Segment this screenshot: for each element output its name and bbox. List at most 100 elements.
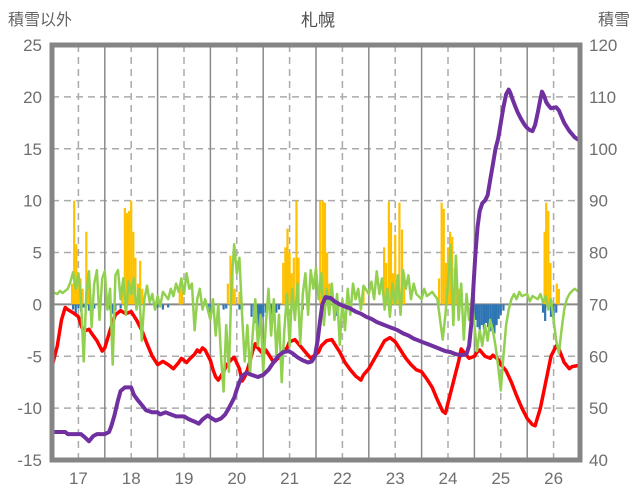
right-axis-tick: 90 <box>589 192 608 211</box>
blue-bar <box>259 304 263 320</box>
orange-bar <box>549 262 552 305</box>
blue-bar <box>257 304 261 329</box>
blue-bar <box>480 304 483 326</box>
orange-bar <box>123 207 126 305</box>
orange-bar <box>440 202 443 305</box>
x-axis-tick: 18 <box>122 469 141 488</box>
right-axis-title: 積雪 <box>597 12 630 29</box>
right-axis-tick: 70 <box>589 295 608 314</box>
orange-bar <box>85 231 88 305</box>
chart-title: 札幌 <box>301 11 335 30</box>
blue-bar <box>275 304 278 313</box>
blue-bar <box>549 304 553 317</box>
orange-bar <box>543 231 546 305</box>
right-axis-tick: 110 <box>589 88 616 107</box>
blue-bar <box>167 304 170 308</box>
blue-bar <box>72 304 75 310</box>
orange-bar <box>73 200 76 305</box>
left-axis-tick: 25 <box>23 36 42 55</box>
green-line <box>52 242 579 393</box>
orange-bar <box>288 252 291 305</box>
left-axis-tick: 10 <box>23 192 42 211</box>
blue-bar <box>497 304 500 319</box>
orange-bar <box>547 211 550 305</box>
x-axis-tick: 25 <box>491 469 510 488</box>
orange-bar <box>134 257 137 305</box>
right-axis-tick: 50 <box>589 399 608 418</box>
blue-bar <box>489 304 492 332</box>
blue-bar <box>277 304 281 310</box>
left-axis-tick: 5 <box>33 244 42 263</box>
orange-bar <box>238 291 241 305</box>
left-axis-tick: 20 <box>23 88 42 107</box>
orange-bar <box>383 247 386 305</box>
blue-bar <box>238 304 241 310</box>
orange-bar <box>325 252 329 305</box>
purple-line <box>52 87 580 444</box>
orange-bar <box>545 202 548 305</box>
orange-bar <box>70 283 74 305</box>
orange-bar <box>321 200 324 305</box>
orange-bar <box>127 211 131 305</box>
blue-bar <box>93 304 96 309</box>
orange-bar <box>81 288 84 305</box>
left-axis-tick: 0 <box>33 295 42 314</box>
blue-bar <box>491 304 494 328</box>
orange-bar <box>442 208 445 305</box>
orange-bar <box>75 244 78 305</box>
blue-bar <box>209 304 212 313</box>
orange-bar <box>394 234 397 305</box>
left-axis-title: 積雪以外 <box>8 12 73 29</box>
x-axis-tick: 23 <box>386 469 405 488</box>
blue-bar <box>262 304 265 317</box>
orange-bar <box>141 288 144 305</box>
x-axis-tick: 19 <box>175 469 194 488</box>
x-axis-tick: 17 <box>69 469 88 488</box>
blue-bar <box>87 304 91 311</box>
orange-bar <box>180 283 183 305</box>
x-axis-tick: 20 <box>227 469 246 488</box>
x-axis-tick: 26 <box>544 469 563 488</box>
blue-bar <box>476 304 479 328</box>
blue-bar <box>82 304 85 308</box>
right-axis-tick: 40 <box>589 451 608 470</box>
orange-bar <box>233 288 236 305</box>
orange-bar <box>292 257 295 305</box>
blue-bar <box>225 304 228 309</box>
blue-bar <box>111 304 114 314</box>
orange-bar <box>295 200 298 305</box>
blue-bar <box>222 304 225 310</box>
orange-bar <box>87 278 90 305</box>
orange-bar <box>121 288 124 305</box>
left-axis-tick: -5 <box>27 347 42 366</box>
blue-bar <box>484 304 488 324</box>
orange-bar <box>328 283 331 305</box>
blue-bar <box>74 304 77 314</box>
red-line <box>52 305 580 428</box>
orange-bar <box>555 283 558 305</box>
orange-bar <box>297 257 300 305</box>
x-axis-tick: 22 <box>333 469 352 488</box>
orange-bar <box>229 255 232 305</box>
orange-bar <box>444 262 447 305</box>
orange-bar <box>400 229 404 305</box>
x-axis-tick: 21 <box>280 469 299 488</box>
orange-bar <box>282 262 285 305</box>
orange-bar <box>557 288 560 305</box>
x-axis-tick: 24 <box>439 469 458 488</box>
orange-bar <box>77 283 80 305</box>
blue-bar <box>541 304 545 313</box>
blue-bar <box>499 304 502 315</box>
blue-bar <box>544 304 547 321</box>
right-axis-tick: 120 <box>589 36 617 55</box>
blue-bar <box>482 304 485 330</box>
orange-bar <box>437 278 441 305</box>
orange-bar <box>403 273 406 305</box>
blue-bar <box>502 304 505 311</box>
blue-bar <box>250 304 253 317</box>
orange-bar <box>178 288 181 305</box>
blue-bar <box>493 304 496 334</box>
orange-bar <box>323 202 327 305</box>
right-axis-tick: 80 <box>589 244 608 263</box>
